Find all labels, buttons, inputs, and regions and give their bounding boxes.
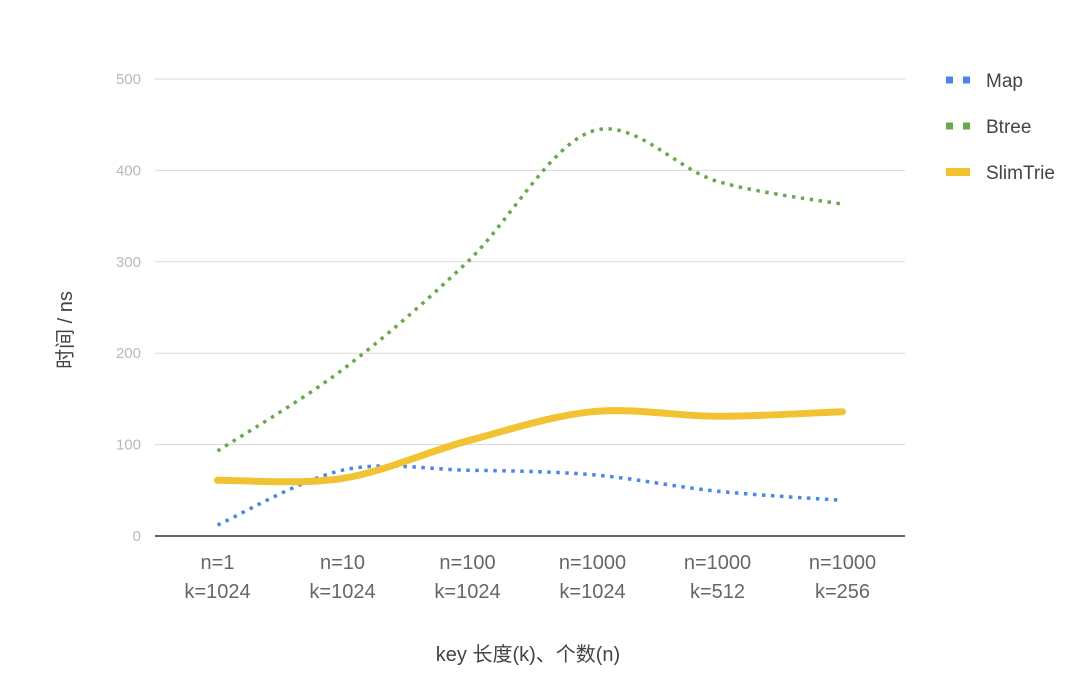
legend-label: Map [986, 71, 1023, 92]
legend-label: Btree [986, 117, 1031, 138]
x-tick-label: n=1000 k=256 [809, 552, 876, 603]
gridlines [155, 78, 905, 446]
x-tick-label: n=100 k=1024 [434, 552, 500, 603]
legend-swatch [946, 76, 953, 84]
y-tick-label: 100 [116, 437, 141, 454]
legend-label: SlimTrie [986, 163, 1055, 184]
x-tick-label: n=10 k=1024 [309, 552, 375, 603]
legend-item-map: Map [946, 71, 1023, 92]
y-tick-label: 0 [133, 528, 141, 545]
series-lines [214, 127, 846, 527]
y-axis-title: 时间 / ns [54, 291, 77, 369]
series-line-map [216, 464, 843, 527]
legend: Map Btree SlimTrie [946, 71, 1055, 184]
x-axis-ticks: n=1 k=1024 n=10 k=1024 n=100 k=1024 n=1000 k=10… [184, 552, 876, 603]
x-axis-title: key 长度(k)、个数(n) [436, 643, 620, 666]
y-axis-ticks: 0 100 200 300 400 500 [116, 71, 141, 545]
x-tick-label: n=1 k=1024 [184, 552, 250, 603]
legend-item-slimtrie: SlimTrie [946, 163, 1055, 184]
legend-swatch [963, 122, 970, 130]
x-tick-label: n=1000 k=1024 [559, 552, 626, 603]
series-line-btree [216, 127, 843, 453]
legend-swatch [963, 76, 970, 84]
legend-swatch [946, 122, 953, 130]
legend-swatch [946, 168, 970, 176]
x-tick-label: n=1000 k=512 [684, 552, 751, 603]
legend-item-btree: Btree [946, 117, 1031, 138]
y-tick-label: 400 [116, 162, 141, 179]
series-line-slimtrie [214, 407, 846, 486]
y-tick-label: 500 [116, 71, 141, 88]
y-tick-label: 200 [116, 345, 141, 362]
y-tick-label: 300 [116, 254, 141, 271]
